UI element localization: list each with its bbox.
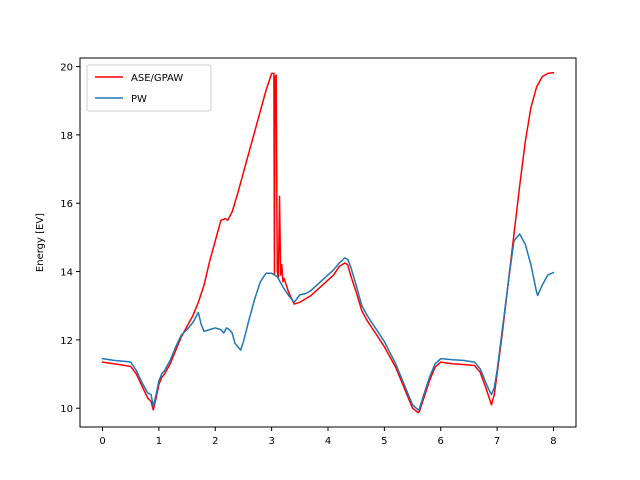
x-tick-label: 6 <box>438 436 444 447</box>
y-tick-label: 12 <box>60 336 73 347</box>
y-tick-label: 20 <box>60 63 73 74</box>
y-axis: 10 12 14 16 18 20 <box>60 63 80 415</box>
y-axis-label: Energy [EV] <box>35 213 46 272</box>
x-tick-label: 5 <box>381 436 387 447</box>
x-axis: 0 1 2 3 4 5 6 7 8 <box>99 427 557 447</box>
series-layer <box>101 71 555 414</box>
x-tick-label: 7 <box>494 436 500 447</box>
y-tick-label: 14 <box>60 268 73 279</box>
y-tick-label: 18 <box>60 131 73 142</box>
series-line-pw <box>101 233 555 411</box>
x-tick-label: 2 <box>212 436 218 447</box>
x-tick-label: 3 <box>268 436 274 447</box>
x-tick-label: 1 <box>156 436 162 447</box>
legend: ASE/GPAW PW <box>86 64 212 112</box>
legend-box <box>86 64 212 112</box>
x-tick-label: 4 <box>325 436 331 447</box>
x-tick-label: 8 <box>550 436 556 447</box>
y-tick-label: 10 <box>60 404 73 415</box>
legend-label-pw: PW <box>131 94 147 105</box>
legend-label-ase-gpaw: ASE/GPAW <box>131 73 183 84</box>
plot-area <box>80 58 576 427</box>
y-tick-label: 16 <box>60 199 73 210</box>
x-tick-label: 0 <box>99 436 105 447</box>
